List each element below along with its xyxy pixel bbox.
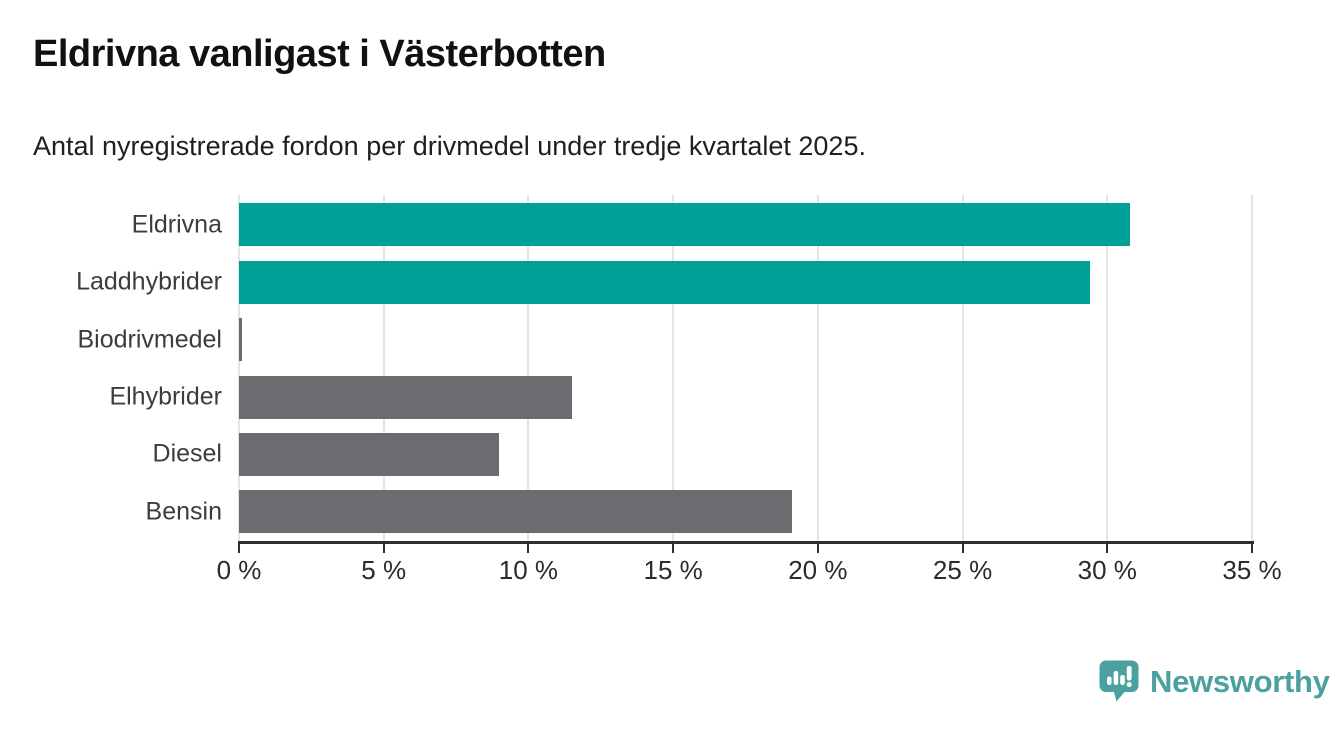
gridline-10	[527, 195, 530, 542]
gridline-20	[816, 195, 819, 542]
bar-biodrivmedel	[239, 318, 242, 362]
bar-eldrivna	[239, 203, 1131, 247]
x-tick-label-30: 30 %	[1077, 555, 1137, 585]
gridline-35	[1251, 195, 1253, 542]
bar-diesel	[239, 432, 500, 476]
bar-elhybrider	[239, 375, 572, 419]
chart-subtitle: Antal nyregistrerade fordon per drivmede…	[33, 131, 866, 161]
x-tick-label-15: 15 %	[643, 555, 703, 585]
gridline-30	[1106, 195, 1109, 542]
bar-bensin	[239, 490, 792, 534]
newsworthy-chart-bubble-icon	[1099, 660, 1139, 702]
category-label-laddhybrider: Laddhybrider	[76, 267, 222, 296]
x-tick-20	[816, 544, 819, 553]
x-tick-15	[672, 544, 675, 553]
chart-title: Eldrivna vanligast i Västerbotten	[33, 33, 606, 75]
brand-name: Newsworthy	[1150, 663, 1330, 699]
x-tick-35	[1251, 544, 1253, 553]
gridline-0	[238, 195, 240, 542]
x-tick-label-10: 10 %	[498, 555, 559, 585]
x-tick-label-35: 35 %	[1222, 555, 1282, 585]
x-tick-0	[238, 544, 240, 553]
x-tick-label-20: 20 %	[788, 555, 848, 585]
category-labels: Eldrivna Laddhybrider Biodrivmedel Elhybrid…	[0, 195, 222, 542]
category-label-eldrivna: Eldrivna	[131, 210, 222, 239]
gridline-15	[672, 195, 675, 542]
x-tick-10	[527, 544, 530, 553]
category-label-elhybrider: Elhybrider	[109, 382, 222, 411]
gridline-5	[382, 195, 385, 542]
category-label-biodrivmedel: Biodrivmedel	[77, 325, 222, 354]
bar-laddhybrider	[239, 260, 1090, 304]
x-tick-30	[1106, 544, 1109, 553]
plot-area	[238, 195, 1253, 542]
x-axis-line	[238, 541, 1254, 544]
category-label-bensin: Bensin	[145, 497, 222, 526]
x-tick-5	[382, 544, 385, 553]
newsworthy-logo: Newsworthy	[1099, 660, 1330, 703]
x-tick-label-5: 5 %	[361, 555, 407, 585]
gridline-25	[961, 195, 964, 542]
category-label-diesel: Diesel	[152, 439, 222, 468]
x-tick-label-25: 25 %	[932, 555, 993, 585]
x-tick-label-0: 0 %	[216, 555, 262, 585]
x-tick-25	[961, 544, 964, 553]
